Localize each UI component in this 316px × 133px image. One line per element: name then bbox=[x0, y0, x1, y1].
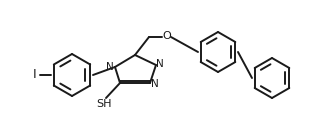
Text: N: N bbox=[156, 59, 164, 69]
Text: O: O bbox=[163, 31, 171, 41]
Text: SH: SH bbox=[96, 99, 112, 109]
Text: I: I bbox=[33, 68, 37, 82]
Text: N: N bbox=[106, 62, 114, 72]
Text: N: N bbox=[151, 79, 159, 89]
